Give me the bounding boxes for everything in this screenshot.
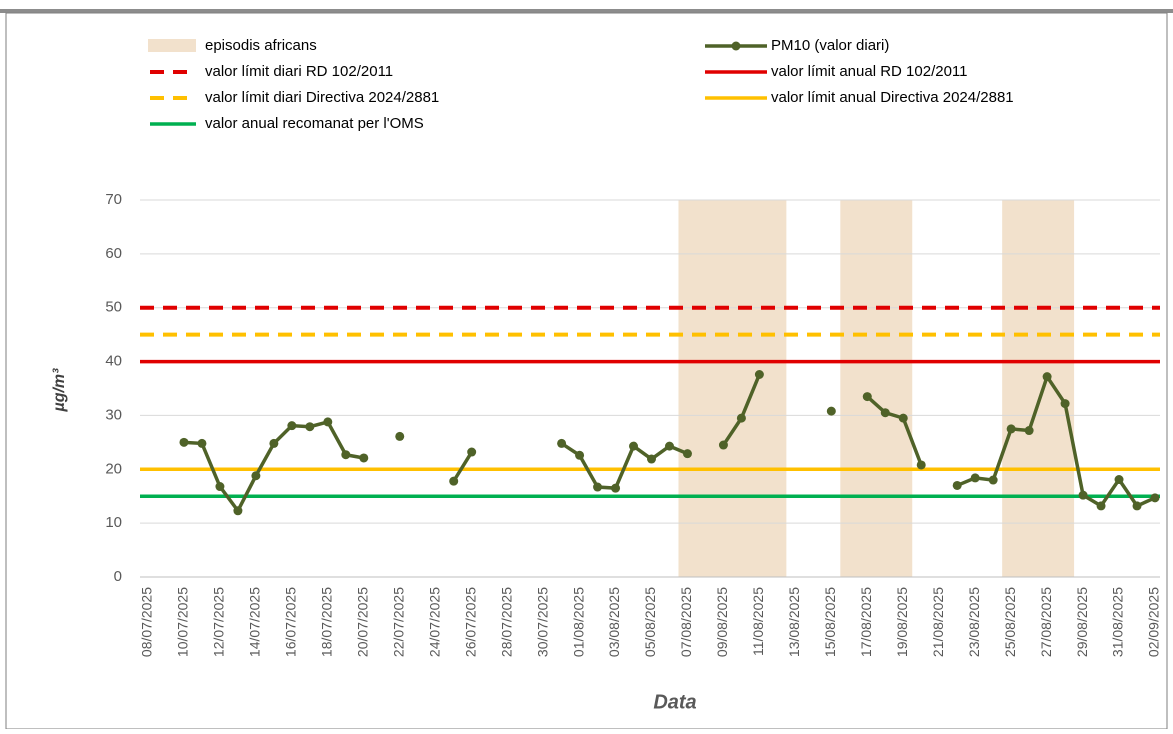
x-tick-label: 05/08/2025 [642, 587, 658, 657]
y-tick-label: 30 [105, 406, 122, 423]
y-tick-label: 70 [105, 191, 122, 208]
legend-marker [731, 41, 741, 51]
legend-label: valor límit anual Directiva 2024/2881 [771, 89, 1014, 106]
data-point [1078, 490, 1088, 500]
x-tick-label: 22/07/2025 [390, 587, 406, 657]
y-tick-label: 10 [105, 514, 122, 531]
data-point [1006, 424, 1016, 434]
data-point [898, 413, 908, 423]
x-tick-label: 27/08/2025 [1038, 587, 1054, 657]
x-tick-label: 24/07/2025 [426, 587, 442, 657]
data-point [215, 482, 225, 492]
x-tick-label: 12/07/2025 [211, 587, 227, 657]
data-point [305, 422, 315, 432]
data-point [395, 431, 405, 441]
data-point [233, 506, 243, 516]
legend-swatch [148, 39, 196, 52]
legend-label: PM10 (valor diari) [771, 37, 889, 54]
x-tick-label: 13/08/2025 [786, 587, 802, 657]
x-tick-label: 26/07/2025 [462, 587, 478, 657]
x-tick-label: 03/08/2025 [606, 587, 622, 657]
x-tick-label: 02/09/2025 [1146, 587, 1162, 657]
data-point [754, 369, 764, 379]
data-point [359, 453, 369, 463]
episode-band [1002, 200, 1075, 577]
data-point [826, 406, 836, 416]
data-point [736, 413, 746, 423]
data-point [647, 454, 656, 464]
y-tick-label: 20 [105, 460, 122, 477]
x-tick-label: 09/08/2025 [714, 587, 730, 657]
x-tick-label: 16/07/2025 [283, 587, 299, 657]
data-point [988, 475, 998, 485]
data-point [1096, 501, 1106, 511]
x-tick-label: 31/08/2025 [1110, 587, 1126, 657]
y-tick-label: 50 [105, 299, 122, 316]
data-point [970, 473, 980, 483]
data-point [467, 447, 477, 457]
legend-label: valor anual recomanat per l'OMS [205, 115, 424, 132]
legend-label: valor límit diari RD 102/2011 [205, 63, 393, 80]
data-point [593, 482, 603, 492]
x-tick-label: 10/07/2025 [175, 587, 191, 657]
legend-label: valor límit diari Directiva 2024/2881 [205, 89, 439, 106]
data-point [862, 392, 872, 402]
x-tick-label: 23/08/2025 [966, 587, 982, 657]
x-axis-label: Data [653, 691, 696, 713]
legend-label: episodis africans [205, 37, 317, 54]
data-point [287, 421, 297, 431]
x-tick-label: 07/08/2025 [678, 587, 694, 657]
data-point [1024, 426, 1034, 436]
y-axis-label: µg/m³ [51, 368, 68, 413]
data-point [916, 460, 926, 470]
x-tick-label: 08/07/2025 [139, 587, 155, 657]
x-tick-label: 15/08/2025 [822, 587, 838, 657]
episode-band [840, 200, 913, 577]
data-point [1132, 501, 1142, 511]
y-tick-label: 60 [105, 245, 122, 262]
data-point [179, 437, 189, 447]
data-point [682, 449, 692, 459]
data-point [880, 408, 890, 418]
data-point [575, 450, 585, 460]
data-point [269, 438, 279, 448]
data-point [1150, 493, 1160, 503]
y-tick-label: 40 [105, 353, 122, 370]
x-tick-label: 14/07/2025 [247, 587, 263, 657]
data-point [664, 441, 674, 451]
data-point [251, 471, 261, 481]
data-point [557, 438, 567, 448]
x-tick-label: 18/07/2025 [319, 587, 335, 657]
x-tick-label: 29/08/2025 [1074, 587, 1090, 657]
x-tick-label: 25/08/2025 [1002, 587, 1018, 657]
episode-band [678, 200, 787, 577]
y-tick-label: 0 [114, 568, 122, 585]
data-point [718, 440, 728, 450]
x-tick-label: 21/08/2025 [930, 587, 946, 657]
x-tick-label: 17/08/2025 [858, 587, 874, 657]
x-tick-label: 11/08/2025 [750, 587, 766, 656]
x-tick-label: 28/07/2025 [498, 587, 514, 657]
data-point [1114, 475, 1124, 485]
data-point [197, 438, 207, 448]
x-tick-label: 20/07/2025 [354, 587, 370, 657]
data-point [629, 441, 639, 451]
x-tick-label: 30/07/2025 [534, 587, 550, 657]
data-point [449, 476, 459, 486]
x-tick-label: 01/08/2025 [570, 587, 586, 657]
legend-label: valor límit anual RD 102/2011 [771, 63, 968, 80]
x-tick-label: 19/08/2025 [894, 587, 910, 657]
top-bar [0, 9, 1173, 13]
data-point [1042, 372, 1052, 382]
data-point [1060, 399, 1070, 409]
data-point [952, 480, 962, 490]
data-point [323, 417, 333, 427]
data-point [341, 450, 351, 460]
data-point [611, 483, 621, 493]
